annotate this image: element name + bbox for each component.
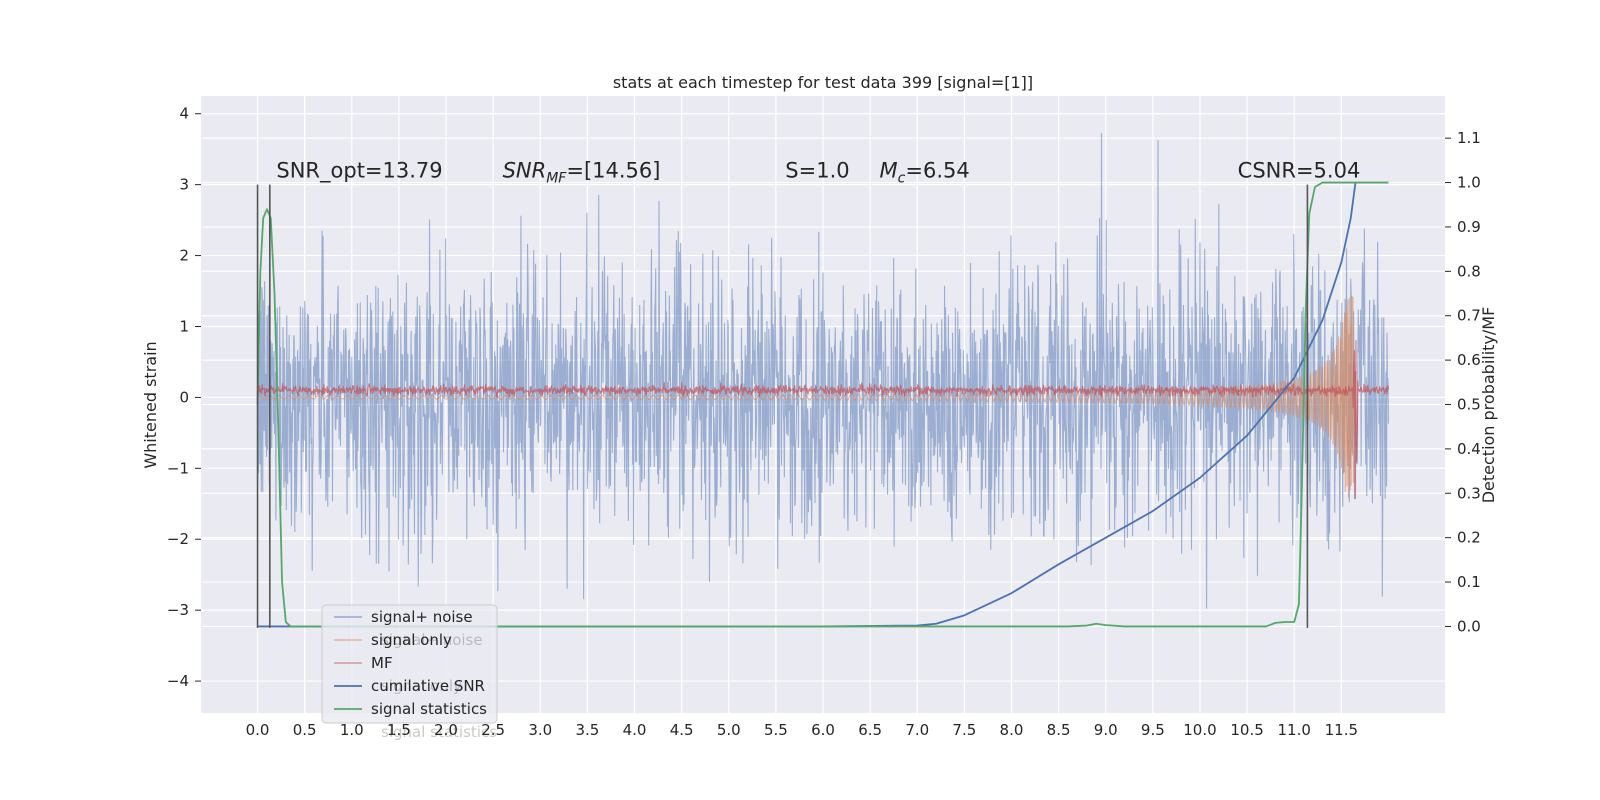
x-tick-label: 9.5 — [1141, 721, 1165, 739]
x-tick-label: 6.0 — [811, 721, 835, 739]
right-y-tick-label: 1.0 — [1457, 174, 1481, 192]
x-tick-label: 4.5 — [670, 721, 694, 739]
y-axis-label-left: Whitened strain — [141, 341, 160, 468]
legend-label: signal only — [371, 631, 452, 649]
right-y-tick-label: 0.6 — [1457, 351, 1481, 369]
x-tick-label: 3.0 — [528, 721, 552, 739]
chart-title: stats at each timestep for test data 399… — [613, 73, 1033, 92]
x-tick-label: 9.0 — [1094, 721, 1118, 739]
x-tick-label: 11.5 — [1325, 721, 1358, 739]
left-y-tick-label: −3 — [167, 601, 189, 619]
x-tick-label: 2.0 — [434, 721, 458, 739]
right-y-tick-label: 0.2 — [1457, 529, 1481, 547]
legend-ghost-label: signal statistics — [381, 723, 497, 741]
x-axis: 0.0 0.5 1.0 1.5 2.0 2.5 3.0 3.5 4.0 4.5 5.0 5.5 6.0 6… — [246, 721, 1358, 739]
series-mf — [257, 340, 1389, 499]
legend-label: cumilative SNR — [371, 677, 485, 695]
right-y-tick-label: 0.4 — [1457, 440, 1481, 458]
legend-label: signal statistics — [371, 700, 487, 718]
left-y-tick-label: 4 — [179, 105, 189, 123]
right-y-tick-label: 0.9 — [1457, 218, 1481, 236]
legend-box — [321, 604, 498, 724]
left-y-tick-label: 1 — [179, 317, 189, 335]
series-signal-only — [257, 295, 1358, 498]
x-tick-label: 0.5 — [293, 721, 317, 739]
right-y-tick-label: 0.5 — [1457, 396, 1481, 414]
x-tick-label: 5.5 — [764, 721, 788, 739]
right-y-tick-label: 1.1 — [1457, 129, 1481, 147]
left-y-tick-label: −2 — [167, 530, 189, 548]
x-tick-label: 11.0 — [1278, 721, 1311, 739]
right-y-tick-label: 0.0 — [1457, 617, 1481, 635]
right-y-tick-label: 0.3 — [1457, 484, 1481, 502]
left-y-tick-label: 2 — [179, 247, 189, 265]
x-tick-label: 10.5 — [1230, 721, 1263, 739]
x-tick-label: 1.5 — [387, 721, 411, 739]
left-y-tick-label: 3 — [179, 176, 189, 194]
x-tick-label: 7.5 — [952, 721, 976, 739]
annotations: SNR_opt=13.79 SNRMF=[14.56] S=1.0 Mc=6.54 CS… — [276, 159, 1360, 187]
legend-ghost-label: signal+ noise — [381, 631, 483, 649]
vertical-marker-lines — [256, 184, 1309, 628]
right-y-tick-label: 0.8 — [1457, 262, 1481, 280]
annotation: SNRMF=[14.56] — [503, 159, 661, 187]
x-tick-label: 4.0 — [623, 721, 647, 739]
left-y-axis: −4 −3 −2 −1 0 1 2 3 4 — [167, 105, 201, 690]
x-tick-label: 8.0 — [1000, 721, 1024, 739]
right-y-tick-label: 0.7 — [1457, 307, 1481, 325]
x-tick-label: 0.0 — [246, 721, 270, 739]
x-tick-label: 5.0 — [717, 721, 741, 739]
left-y-tick-label: −1 — [167, 459, 189, 477]
annotation: S=1.0 — [785, 159, 849, 183]
right-y-axis: 0.0 0.1 0.2 0.3 0.4 0.5 0.6 0.7 0.8 0.9 1.0 1.1 — [1445, 129, 1481, 635]
legend-label: MF — [371, 654, 393, 672]
legend-label: signal+ noise — [371, 608, 473, 626]
y-axis-label-right: Detection probability/MF — [1479, 307, 1498, 504]
left-y-tick-label: −4 — [167, 672, 189, 690]
series-signal-noise — [257, 133, 1389, 609]
x-tick-label: 2.5 — [481, 721, 505, 739]
legend-ghost-label: signal only — [381, 677, 462, 695]
x-tick-label: 6.5 — [858, 721, 882, 739]
annotation: CSNR=5.04 — [1238, 159, 1361, 183]
x-tick-label: 8.5 — [1047, 721, 1071, 739]
series-layer — [256, 133, 1389, 628]
x-tick-label: 7.0 — [905, 721, 929, 739]
x-tick-label: 3.5 — [575, 721, 599, 739]
annotation: SNR_opt=13.79 — [276, 159, 442, 184]
x-tick-label: 1.0 — [340, 721, 364, 739]
left-y-tick-label: 0 — [179, 388, 189, 406]
annotation: Mc=6.54 — [880, 159, 970, 187]
right-y-tick-label: 0.1 — [1457, 573, 1481, 591]
x-tick-label: 10.0 — [1183, 721, 1216, 739]
